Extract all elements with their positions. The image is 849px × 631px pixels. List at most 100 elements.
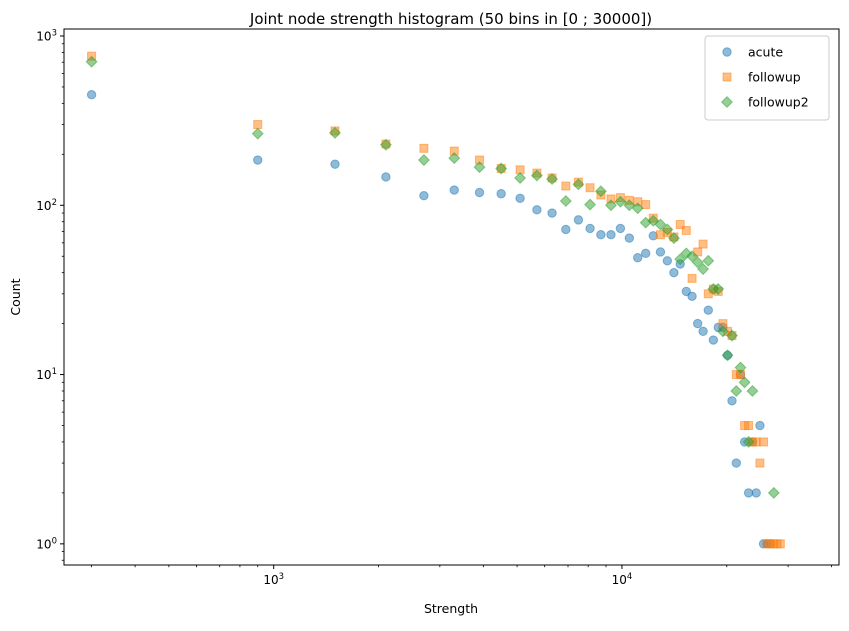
data-point-followup2 — [473, 161, 486, 174]
legend-label: followup2 — [748, 95, 809, 110]
data-point-followup2 — [546, 172, 559, 185]
data-point-followup2 — [734, 361, 747, 374]
data-point-acute — [640, 248, 651, 259]
data-point-acute — [596, 230, 606, 240]
legend-label: followup — [748, 70, 801, 85]
data-point-followup2 — [623, 199, 636, 212]
data-point-acute — [573, 215, 584, 225]
legend: acute followup followup2 — [704, 35, 830, 121]
data-point-acute — [633, 253, 643, 263]
data-point-acute — [330, 159, 340, 169]
legend-marker-followup — [722, 72, 732, 82]
data-point-followup — [253, 120, 263, 130]
data-point-followup2 — [767, 486, 780, 499]
x-tick-label: 103 — [263, 572, 284, 587]
data-point-acute — [474, 187, 485, 198]
data-point-followup — [687, 273, 697, 283]
data-point-acute — [698, 326, 708, 337]
data-point-acute — [662, 256, 673, 266]
data-point-acute — [381, 172, 391, 182]
data-point-acute — [755, 420, 765, 431]
data-point-acute — [687, 291, 697, 301]
data-point-acute — [655, 247, 666, 257]
data-point-followup2 — [691, 256, 704, 269]
data-point-followup2 — [702, 254, 715, 267]
plot-area-frame — [63, 28, 840, 566]
data-point-acute — [731, 458, 742, 468]
data-point-acute — [669, 267, 679, 278]
data-point-acute — [86, 90, 97, 100]
chart-title: Joint node strength histogram (50 bins i… — [249, 10, 652, 28]
data-point-followup — [641, 200, 651, 210]
data-point-followup — [755, 458, 765, 468]
y-tick-label: 102 — [36, 198, 57, 213]
data-point-followup2 — [572, 178, 585, 191]
data-point-acute — [547, 208, 557, 218]
data-point-acute — [692, 318, 703, 329]
data-point-followup — [585, 183, 595, 193]
data-point-acute — [703, 305, 713, 315]
legend-item-followup2: followup2 — [720, 95, 809, 110]
data-point-followup2 — [328, 126, 342, 139]
data-point-followup2 — [604, 199, 617, 212]
data-point-followup2 — [614, 195, 627, 208]
data-point-followup2 — [721, 349, 734, 362]
data-point-followup2 — [742, 435, 755, 448]
data-point-followup2 — [559, 194, 572, 208]
data-point-followup2 — [746, 384, 759, 397]
y-tick-label: 100 — [36, 536, 57, 551]
data-point-acute — [743, 488, 754, 498]
data-point-acute — [615, 223, 626, 234]
data-point-acute — [751, 488, 761, 498]
y-tick-label: 101 — [36, 367, 57, 382]
data-point-followup2 — [584, 198, 597, 211]
data-point-followup2 — [495, 162, 508, 175]
legend-box — [704, 35, 830, 121]
data-point-acute — [585, 223, 595, 234]
data-point-acute — [606, 230, 616, 240]
data-point-followup — [681, 225, 691, 235]
data-point-acute — [496, 189, 506, 199]
data-point-followup2 — [448, 152, 461, 165]
data-point-followup2 — [594, 185, 607, 198]
series-followup2 — [85, 55, 780, 499]
data-point-acute — [419, 190, 429, 201]
data-point-followup2 — [725, 329, 738, 342]
data-point-followup — [561, 181, 571, 191]
legend-marker-followup2 — [720, 95, 734, 109]
data-point-acute — [624, 233, 635, 243]
data-point-followup — [698, 239, 708, 249]
data-point-followup2 — [730, 384, 743, 397]
data-point-followup2 — [716, 325, 729, 338]
data-point-followup2 — [674, 253, 687, 266]
legend-item-followup: followup — [722, 70, 801, 85]
y-axis-label: Count — [8, 278, 23, 315]
y-tick-label: 103 — [36, 29, 57, 44]
data-point-followup2 — [667, 232, 680, 245]
data-point-followup2 — [379, 138, 392, 151]
data-point-acute — [727, 396, 737, 406]
data-point-followup2 — [647, 214, 660, 227]
data-point-followup2 — [417, 154, 430, 167]
data-point-followup — [744, 421, 754, 431]
legend-item-acute: acute — [722, 45, 783, 60]
x-tick-label: 104 — [612, 572, 633, 587]
data-point-followup2 — [530, 169, 543, 182]
data-point-followup — [775, 539, 785, 549]
legend-marker-acute — [722, 47, 732, 57]
data-point-acute — [532, 205, 542, 215]
data-point-followup2 — [251, 127, 264, 140]
data-point-acute — [515, 193, 525, 203]
data-point-followup2 — [661, 223, 674, 236]
data-point-followup — [759, 437, 769, 447]
data-point-followup2 — [686, 250, 699, 263]
x-axis-label: Strength — [424, 601, 478, 616]
data-point-followup2 — [712, 283, 725, 296]
data-point-acute — [449, 185, 459, 195]
legend-label: acute — [748, 45, 783, 60]
data-point-acute — [253, 155, 263, 165]
data-point-followup2 — [738, 376, 751, 389]
data-point-followup2 — [654, 218, 667, 231]
